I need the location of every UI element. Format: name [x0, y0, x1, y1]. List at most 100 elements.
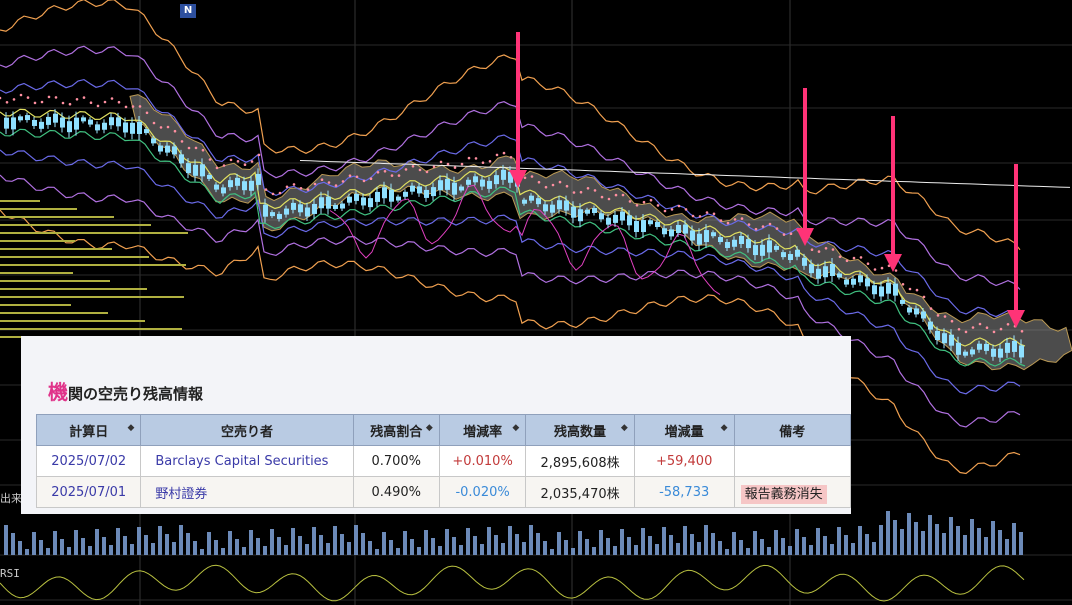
sar-dot — [775, 227, 779, 230]
row-qty: 2,035,470株 — [525, 476, 635, 508]
sort-icon[interactable]: ◆ — [512, 423, 520, 433]
volume-bar — [354, 525, 358, 555]
sar-dot — [306, 188, 310, 191]
row-seller[interactable]: Barclays Capital Securities — [140, 445, 354, 477]
volume-bar — [914, 522, 918, 555]
row-date[interactable]: 2025/07/02 — [35, 445, 142, 477]
volume-profile-bar — [0, 248, 112, 250]
col-ratio[interactable]: 残高割合 ◆ — [352, 414, 440, 446]
candle-body — [200, 164, 205, 177]
sar-dot — [523, 176, 527, 180]
candle-body — [207, 174, 212, 179]
volume-bar — [263, 546, 267, 555]
sar-dot — [810, 248, 814, 251]
volume-bar — [242, 547, 246, 555]
table-header-row: 計算日 ◆ 空売り者 残高割合 ◆ 増減率 ◆ 残高数量 ◆ 増減量 ◆ 備考 — [35, 414, 852, 446]
volume-bar — [193, 541, 197, 555]
col-qty[interactable]: 残高数量 ◆ — [525, 414, 635, 446]
sort-icon[interactable]: ◆ — [720, 423, 728, 433]
sar-dot — [180, 140, 184, 143]
candle-body — [284, 208, 289, 215]
volume-bar — [942, 533, 946, 555]
candle-body — [340, 203, 345, 209]
sar-dot — [719, 219, 723, 222]
volume-bar — [249, 530, 253, 555]
row-date[interactable]: 2025/07/01 — [35, 476, 142, 508]
candle-body — [67, 121, 72, 133]
volume-bar — [543, 541, 547, 555]
panel-title-first-char: 機 — [48, 380, 68, 404]
sort-icon[interactable]: ◆ — [425, 423, 433, 433]
candle-body — [655, 221, 660, 227]
row-ratio: 0.490% — [352, 476, 440, 508]
sar-dot — [558, 180, 562, 184]
volume-bar — [347, 542, 351, 555]
volume-bar — [179, 525, 183, 555]
candle-body — [417, 186, 422, 194]
volume-bar — [781, 538, 785, 555]
volume-bar — [221, 548, 225, 555]
candle-body — [858, 275, 863, 283]
volume-bar — [655, 544, 659, 555]
sar-dot — [964, 330, 968, 334]
candle-body — [32, 119, 37, 126]
sar-dot — [950, 319, 954, 323]
sar-dot — [915, 288, 919, 292]
volume-bar — [725, 549, 729, 555]
volume-bar — [515, 534, 519, 555]
volume-bar — [382, 532, 386, 555]
volume-bar — [333, 526, 337, 555]
volume-bar — [991, 521, 995, 555]
short-sell-panel: 機関の空売り残高情報 計算日 ◆ 空売り者 残高割合 ◆ 増減率 ◆ 残高数量 ◆ 増減… — [21, 336, 852, 514]
sar-dot — [152, 121, 156, 125]
table-row: 2025/07/02 Barclays Capital Securities 0… — [35, 445, 852, 477]
sar-dot — [460, 162, 464, 166]
volume-bar — [739, 540, 743, 555]
candle-body — [459, 186, 464, 191]
sar-dot — [509, 156, 513, 159]
volume-bar — [606, 538, 610, 555]
candle-body — [109, 117, 114, 126]
sort-icon[interactable]: ◆ — [620, 423, 628, 433]
candle-body — [158, 145, 163, 152]
candle-body — [802, 257, 807, 266]
volume-bar — [144, 535, 148, 555]
volume-profile-bar — [0, 200, 40, 202]
down-arrow-icon — [1007, 310, 1025, 328]
sar-dot — [901, 283, 905, 286]
sar-dot — [677, 204, 681, 208]
sort-icon[interactable]: ◆ — [127, 423, 135, 433]
sar-dot — [0, 96, 2, 100]
volume-bar — [585, 539, 589, 555]
candle-body — [592, 208, 597, 214]
sar-dot — [467, 156, 471, 160]
sar-dot — [880, 266, 884, 270]
col-rate[interactable]: 増減率 ◆ — [438, 414, 527, 446]
candle-body — [396, 196, 401, 201]
sar-dot — [432, 165, 436, 169]
col-date[interactable]: 計算日 ◆ — [35, 414, 142, 446]
volume-bar — [186, 533, 190, 555]
volume-bar — [809, 545, 813, 555]
sar-dot — [47, 95, 51, 99]
sar-dot — [68, 102, 72, 106]
candle-body — [823, 266, 828, 278]
candle-body — [921, 311, 926, 319]
col-change[interactable]: 増減量 ◆ — [633, 414, 735, 446]
volume-bar — [109, 545, 113, 555]
sar-dot — [117, 100, 121, 104]
candle-body — [326, 196, 331, 209]
volume-bar — [578, 531, 582, 555]
sar-dot — [971, 326, 975, 329]
volume-bar — [746, 548, 750, 555]
row-seller[interactable]: 野村證券 — [140, 476, 354, 508]
row-change: -58,733 — [633, 476, 735, 508]
sar-dot — [866, 262, 870, 266]
sar-dot — [873, 268, 877, 271]
volume-profile-bar — [0, 288, 147, 290]
sar-dot — [495, 153, 499, 157]
sar-dot — [257, 153, 261, 157]
volume-bar — [459, 545, 463, 555]
candle-body — [599, 213, 604, 220]
down-arrow-icon — [796, 228, 814, 246]
